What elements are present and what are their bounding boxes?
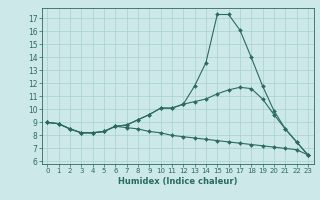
X-axis label: Humidex (Indice chaleur): Humidex (Indice chaleur) (118, 177, 237, 186)
